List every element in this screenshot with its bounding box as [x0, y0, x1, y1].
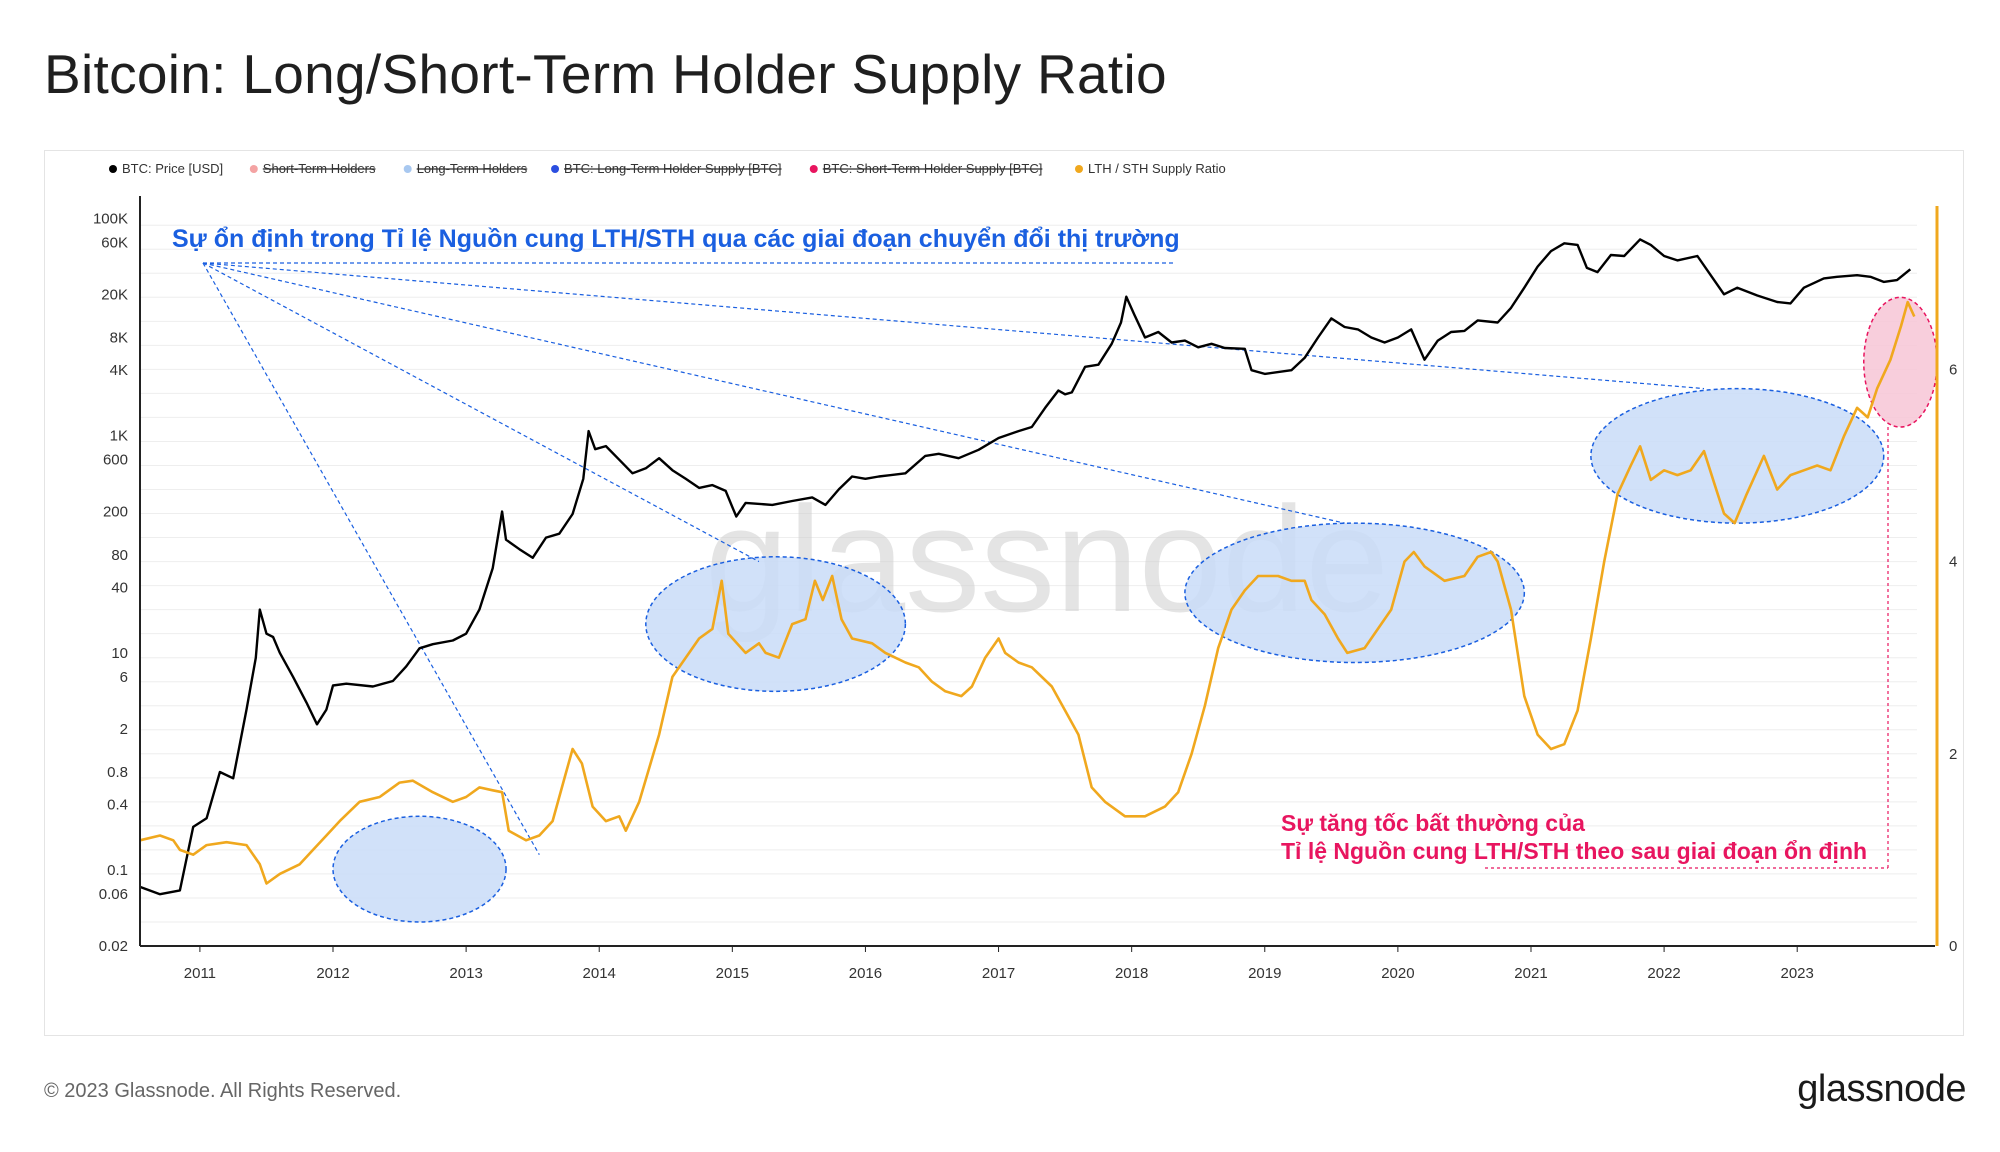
x-tick-label: 2015 — [716, 965, 749, 982]
connector-lines — [202, 262, 1889, 869]
legend-item-label: Long-Term Holders — [417, 161, 528, 176]
legend-marker — [109, 165, 117, 173]
y-left-tick-label: 20K — [101, 286, 128, 303]
acceleration-annotation-line2: Tỉ lệ Nguồn cung LTH/STH theo sau giai đ… — [1281, 838, 1867, 864]
x-tick-label: 2012 — [316, 965, 349, 982]
y-left-tick-label: 0.02 — [99, 938, 128, 955]
legend-marker — [809, 165, 818, 173]
chart-panel: glassnode 100K 60K 20K 8K 4K 1K 600 200 80 40 10 6 2… — [44, 150, 1964, 1036]
y-right-tick-label: 0 — [1949, 938, 1957, 955]
x-tick-label: 2013 — [449, 965, 482, 982]
y-left-tick-label: 1K — [110, 428, 128, 445]
axes: 100K60K20K8K4K1K600200804010620.80.40.10… — [93, 196, 1957, 982]
series-layer — [139, 238, 1916, 896]
y-left-tick-label: 0.06 — [99, 886, 128, 903]
highlight-ellipse — [645, 556, 907, 693]
ratio-line — [139, 300, 1916, 885]
chart-svg: glassnode 100K60K20K8K4K1K60020080401062… — [93, 161, 1957, 982]
x-tick-label: 2017 — [982, 965, 1015, 982]
x-tick-label: 2020 — [1381, 965, 1414, 982]
y-left-tick-label: 40 — [111, 579, 128, 596]
highlight-ellipse — [1590, 387, 1885, 524]
x-tick-label: 2021 — [1514, 965, 1547, 982]
legend-marker — [403, 165, 412, 173]
y-right-tick-label: 6 — [1949, 361, 1957, 378]
x-tick-label: 2023 — [1781, 965, 1814, 982]
y-left-tick-label: 200 — [103, 504, 128, 521]
legend-marker — [1075, 165, 1083, 173]
y-left-tick-label: 600 — [103, 452, 128, 469]
y-left-tick-label: 0.8 — [107, 764, 128, 781]
legend-item-label: BTC: Short-Term Holder Supply [BTC] — [823, 161, 1043, 176]
legend-item-label: BTC: Price [USD] — [122, 161, 223, 176]
legend-item-label: Short-Term Holders — [263, 161, 376, 176]
x-tick-label: 2022 — [1647, 965, 1680, 982]
stability-annotation: Sự ổn định trong Tỉ lệ Nguồn cung LTH/ST… — [172, 225, 1180, 253]
y-left-tick-label: 80 — [111, 547, 128, 564]
highlight-ellipse — [332, 815, 507, 923]
y-right-tick-label: 4 — [1949, 554, 1957, 571]
price-line — [139, 238, 1912, 896]
legend-item-label: LTH / STH Supply Ratio — [1088, 161, 1226, 176]
y-left-tick-label: 6 — [120, 669, 128, 686]
y-left-tick-label: 10 — [111, 645, 128, 662]
y-left-tick-label: 8K — [110, 330, 128, 347]
highlight-ellipse — [1184, 522, 1526, 664]
x-tick-label: 2018 — [1115, 965, 1148, 982]
acceleration-annotation-line1: Sự tăng tốc bất thường của — [1281, 810, 1585, 836]
y-left-tick-label: 2 — [120, 721, 128, 738]
legend-item-label: BTC: Long-Term Holder Supply [BTC] — [564, 161, 781, 176]
connector-line — [202, 262, 760, 563]
legend: BTC: Price [USD] Short-Term Holders Long-T… — [109, 161, 1226, 176]
x-tick-label: 2011 — [184, 965, 216, 982]
connector-line — [202, 262, 1705, 390]
x-tick-label: 2014 — [583, 965, 616, 982]
x-tick-label: 2019 — [1248, 965, 1281, 982]
highlight-regions — [332, 296, 1938, 923]
y-left-tick-label: 0.1 — [107, 862, 128, 879]
y-left-tick-label: 60K — [101, 234, 128, 251]
page-title: Bitcoin: Long/Short-Term Holder Supply R… — [44, 43, 1167, 105]
legend-marker — [551, 165, 560, 173]
y-left-tick-label: 4K — [110, 362, 128, 379]
legend-marker — [249, 165, 258, 173]
x-tick-label: 2016 — [849, 965, 882, 982]
footer-copyright: © 2023 Glassnode. All Rights Reserved. — [44, 1080, 402, 1102]
connector-line — [202, 262, 1345, 524]
acceleration-ellipse — [1863, 296, 1938, 428]
y-left-tick-label: 0.4 — [107, 797, 128, 814]
connector-line — [202, 262, 540, 855]
footer-logo: glassnode — [1797, 1068, 1966, 1110]
y-right-tick-label: 2 — [1949, 746, 1957, 763]
y-left-tick-label: 100K — [93, 210, 128, 227]
